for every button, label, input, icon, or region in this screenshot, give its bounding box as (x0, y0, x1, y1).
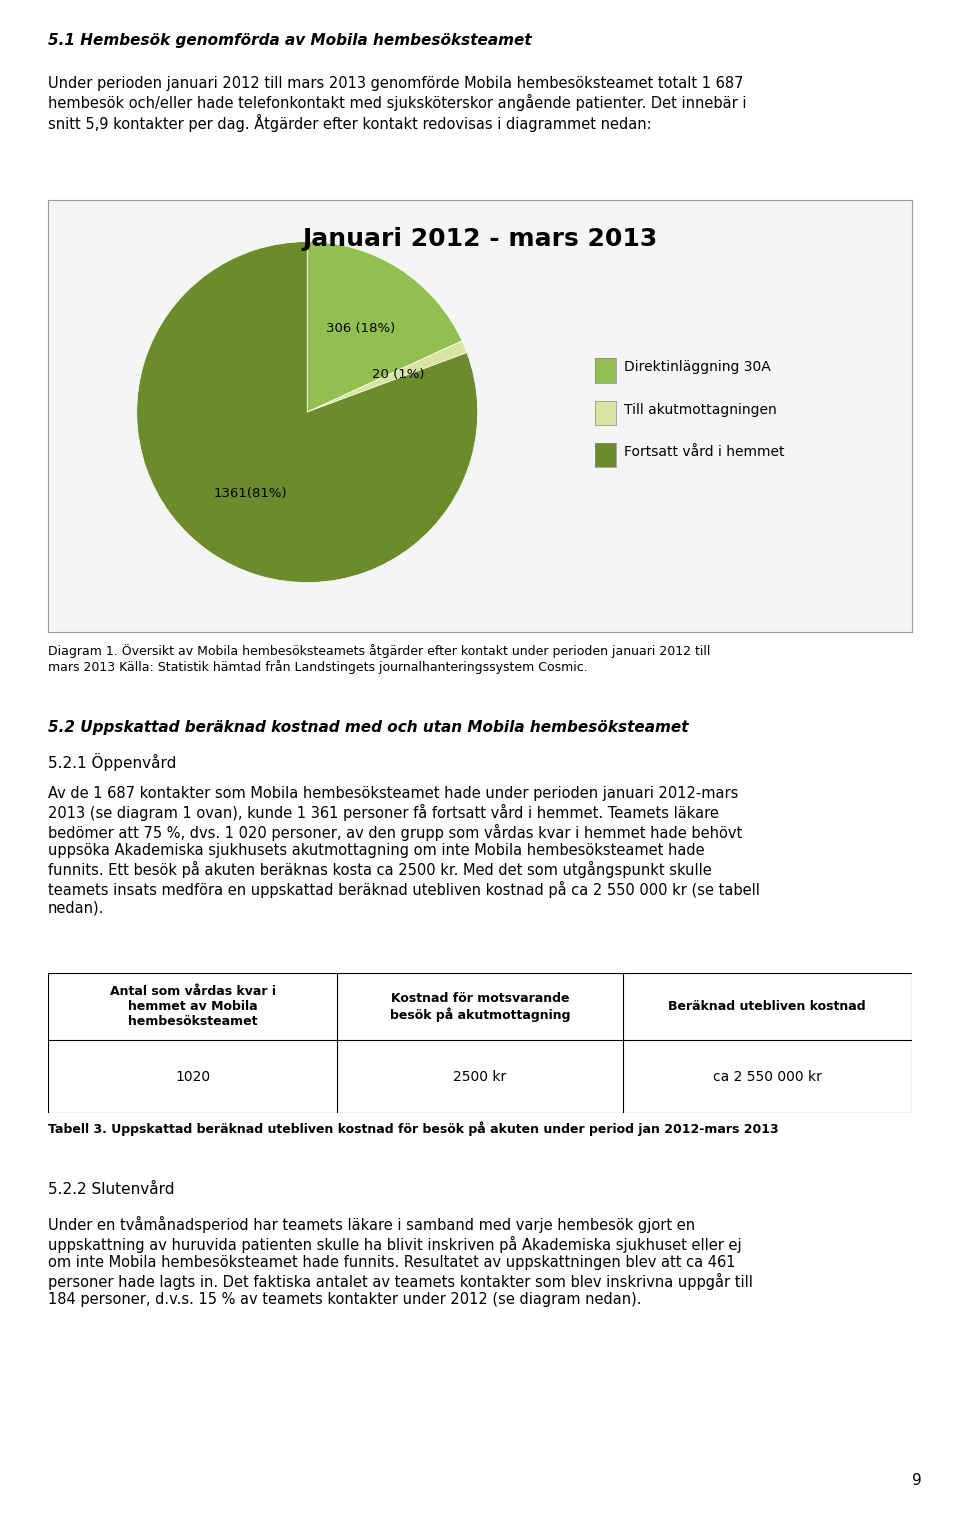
Text: Januari 2012 - mars 2013: Januari 2012 - mars 2013 (302, 227, 658, 251)
Text: 306 (18%): 306 (18%) (325, 323, 396, 335)
Text: ca 2 550 000 kr: ca 2 550 000 kr (713, 1070, 822, 1083)
Text: Beräknad utebliven kostnad: Beräknad utebliven kostnad (668, 1000, 866, 1014)
Text: Under en tvåmånadsperiod har teamets läkare i samband med varje hembesök gjort e: Under en tvåmånadsperiod har teamets läk… (48, 1217, 753, 1307)
Text: Tabell 3. Uppskattad beräknad utebliven kostnad för besök på akuten under period: Tabell 3. Uppskattad beräknad utebliven … (48, 1123, 779, 1136)
Wedge shape (307, 341, 467, 412)
Text: Antal som vårdas kvar i
hemmet av Mobila
hembesöksteamet: Antal som vårdas kvar i hemmet av Mobila… (109, 985, 276, 1029)
Wedge shape (307, 241, 462, 412)
Text: 1020: 1020 (175, 1070, 210, 1083)
Text: Fortsatt vård i hemmet: Fortsatt vård i hemmet (624, 445, 784, 459)
Wedge shape (136, 241, 478, 582)
Text: Diagram 1. Översikt av Mobila hembesöksteamets åtgärder efter kontakt under peri: Diagram 1. Översikt av Mobila hembesökst… (48, 644, 710, 674)
Text: Under perioden januari 2012 till mars 2013 genomförde Mobila hembesöksteamet tot: Under perioden januari 2012 till mars 20… (48, 76, 747, 132)
Text: 5.2 Uppskattad beräknad kostnad med och utan Mobila hembesöksteamet: 5.2 Uppskattad beräknad kostnad med och … (48, 720, 688, 735)
Text: Direktinläggning 30A: Direktinläggning 30A (624, 361, 771, 374)
Text: 5.2.2 Slutenvård: 5.2.2 Slutenvård (48, 1183, 175, 1197)
Text: 5.2.1 Öppenvård: 5.2.1 Öppenvård (48, 753, 177, 771)
Text: 20 (1%): 20 (1%) (372, 368, 424, 380)
Text: Till akutmottagningen: Till akutmottagningen (624, 403, 777, 417)
FancyBboxPatch shape (48, 974, 912, 1114)
Text: 2500 kr: 2500 kr (453, 1070, 507, 1083)
Text: Av de 1 687 kontakter som Mobila hembesöksteamet hade under perioden januari 201: Av de 1 687 kontakter som Mobila hembesö… (48, 786, 760, 915)
Text: 5.1 Hembesök genomförda av Mobila hembesöksteamet: 5.1 Hembesök genomförda av Mobila hembes… (48, 33, 532, 48)
Text: Kostnad för motsvarande
besök på akutmottagning: Kostnad för motsvarande besök på akutmot… (390, 992, 570, 1021)
Text: 9: 9 (912, 1473, 922, 1488)
Text: 1361(81%): 1361(81%) (214, 486, 288, 500)
